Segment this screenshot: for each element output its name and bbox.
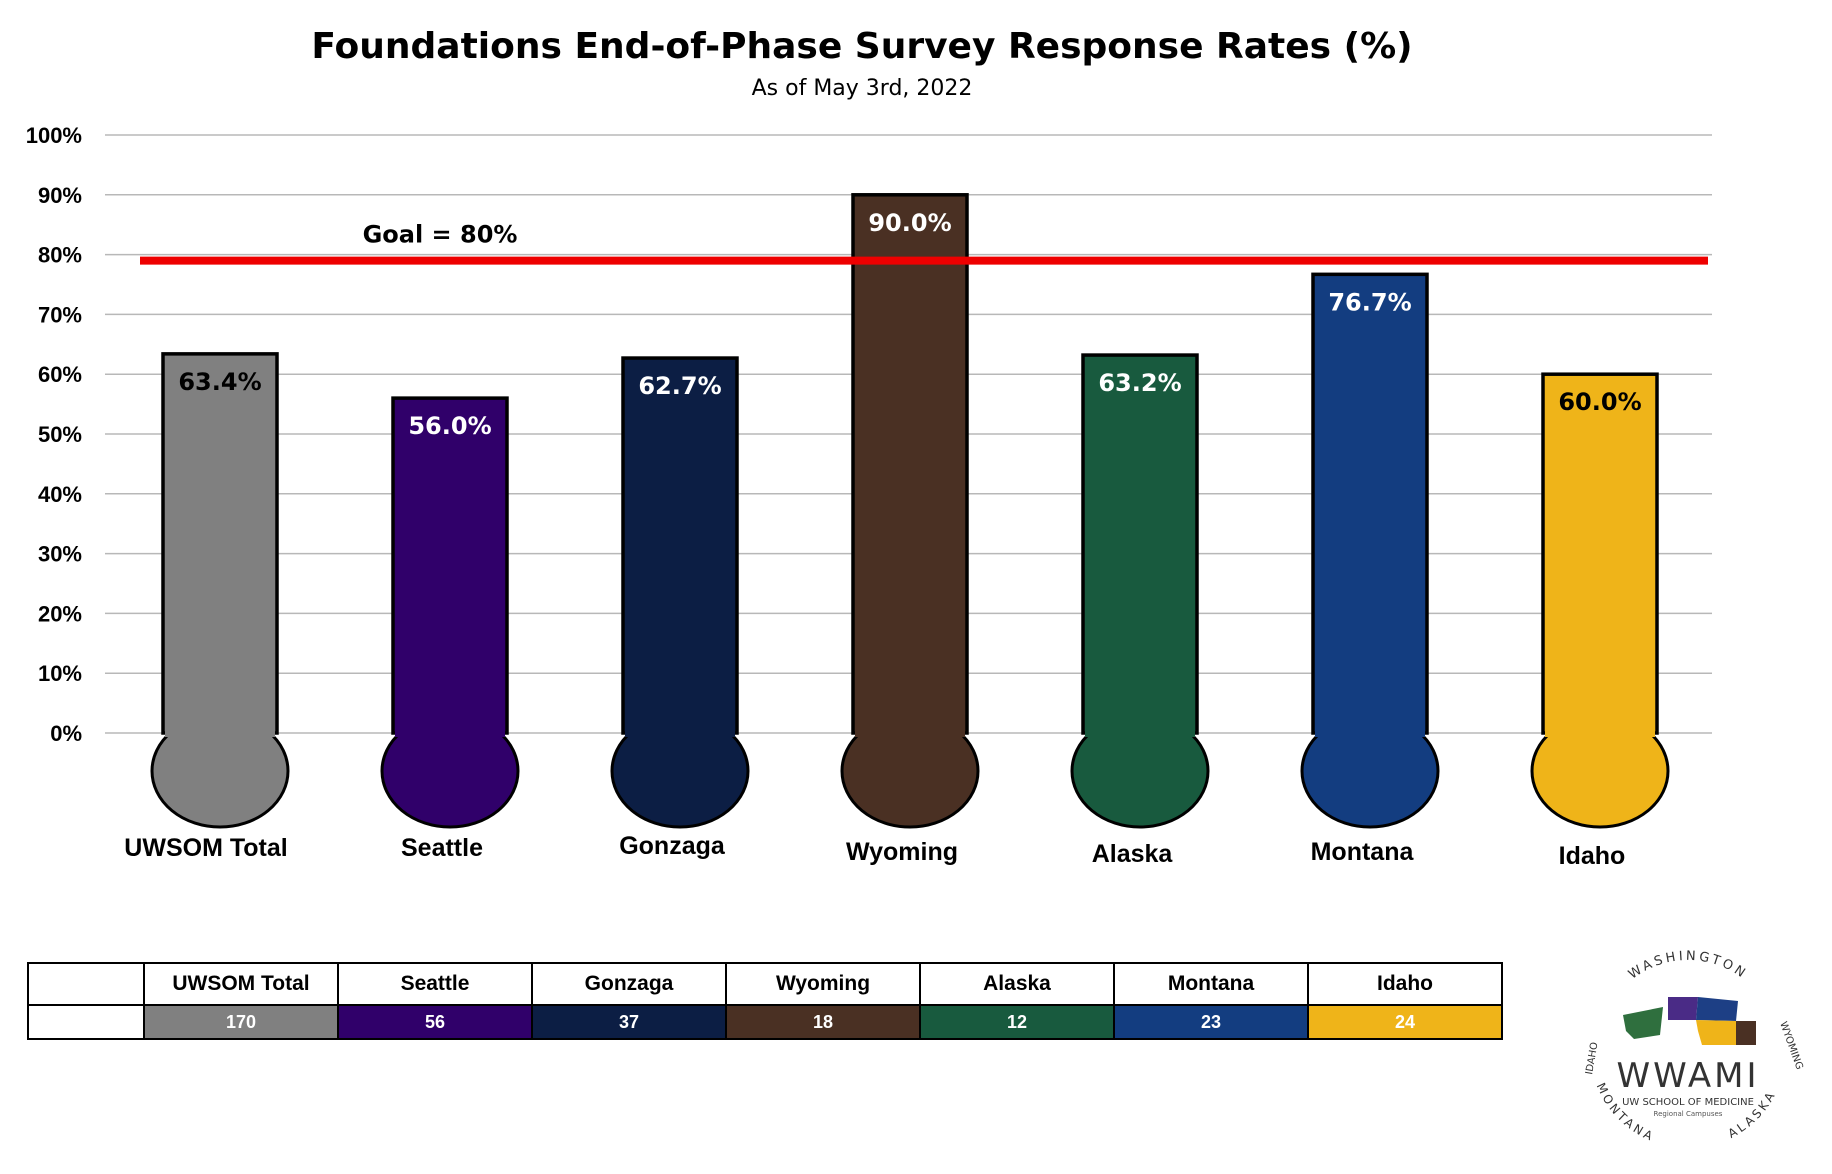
bar-seam (1315, 731, 1425, 737)
x-category-label: Alaska (1092, 840, 1174, 868)
completed-counts-table: UWSOM Total Seattle Gonzaga Wyoming Alaska Mo… (27, 962, 1503, 1040)
table-completed-cell: 24 (1307, 1004, 1503, 1040)
bars: 63.4% UWSOM Total 56.0% Seattle 62.7% Gonzaga… (124, 193, 1670, 870)
bar-group: 63.2% Alaska (1070, 353, 1210, 868)
table-header-cell: Montana (1113, 962, 1309, 1006)
x-category-label: UWSOM Total (124, 834, 287, 862)
logo-map (1623, 997, 1756, 1045)
goal-line-group: Goal = 80% (140, 221, 1708, 265)
bar-group: 60.0% Idaho (1530, 372, 1670, 870)
table-completed-cell: 18 (725, 1004, 921, 1040)
bar (621, 356, 739, 735)
table-corner-cell (27, 962, 145, 1006)
x-category-label: Gonzaga (619, 832, 726, 860)
bar-group: 62.7% Gonzaga (610, 356, 750, 860)
x-category-label: Seattle (401, 834, 483, 862)
table-completed-cell: 37 (531, 1004, 727, 1040)
table-completed-row: Completed 170 56 37 18 12 23 24 (27, 1004, 1503, 1040)
data-label: 62.7% (638, 372, 721, 400)
y-axis: 0% 10% 20% 30% 40% 50% 60% 70% 80% 90% 100% (26, 123, 82, 746)
data-label: 63.4% (178, 368, 261, 396)
table-completed-cell: 56 (337, 1004, 533, 1040)
x-category-label: Idaho (1559, 842, 1626, 870)
y-tick-label: 40% (38, 482, 82, 507)
logo-wwami-text: WWAMI (1617, 1056, 1760, 1096)
x-category-label: Wyoming (846, 838, 958, 866)
table-header-cell: Idaho (1307, 962, 1503, 1006)
table-header-row: UWSOM Total Seattle Gonzaga Wyoming Alaska Mo… (27, 962, 1503, 1006)
y-tick-label: 0% (50, 721, 82, 746)
table-completed-cell: 23 (1113, 1004, 1309, 1040)
bar-seam (855, 731, 965, 737)
table-header-cell: Seattle (337, 962, 533, 1006)
table-header-cell: Gonzaga (531, 962, 727, 1006)
goal-label: Goal = 80% (363, 221, 518, 249)
chart-subtitle: As of May 3rd, 2022 (752, 76, 973, 101)
bar-group: 56.0% Seattle (380, 396, 520, 862)
table-completed-cell: 12 (919, 1004, 1115, 1040)
data-label: 56.0% (408, 412, 491, 440)
y-tick-label: 100% (26, 123, 82, 148)
bar (391, 396, 509, 735)
logo-school-text: UW SCHOOL OF MEDICINE (1622, 1097, 1754, 1108)
y-tick-label: 10% (38, 661, 82, 686)
bar-group: 76.7% Montana (1300, 272, 1440, 866)
table-completed-cell: 170 (143, 1004, 339, 1040)
bar (851, 193, 969, 735)
data-label: 90.0% (868, 209, 951, 237)
bar-group: 90.0% Wyoming (840, 193, 980, 866)
bar (1081, 353, 1199, 735)
y-tick-label: 70% (38, 302, 82, 327)
bar-seam (165, 731, 275, 737)
y-tick-label: 60% (38, 362, 82, 387)
bar (1311, 272, 1429, 735)
logo-campuses-text: Regional Campuses (1654, 1110, 1723, 1118)
wwami-logo: WASHINGTON WYOMING ALASKA MONTANA IDAHO … (1580, 942, 1805, 1158)
y-tick-label: 20% (38, 601, 82, 626)
x-category-label: Montana (1311, 838, 1415, 866)
completed-row-label: Completed (27, 1004, 145, 1040)
data-label: 60.0% (1558, 388, 1641, 416)
bar-seam (625, 731, 735, 737)
bar-seam (1545, 731, 1655, 737)
bar (161, 352, 279, 735)
y-tick-label: 80% (38, 243, 82, 268)
y-tick-label: 90% (38, 183, 82, 208)
data-label: 76.7% (1328, 288, 1411, 316)
table-header-cell: Alaska (919, 962, 1115, 1006)
bar-group: 63.4% UWSOM Total (124, 352, 290, 862)
bar-seam (395, 731, 505, 737)
table-header-cell: UWSOM Total (143, 962, 339, 1006)
chart-title: Foundations End-of-Phase Survey Response… (311, 26, 1412, 67)
data-label: 63.2% (1098, 369, 1181, 397)
table-header-cell: Wyoming (725, 962, 921, 1006)
bar (1541, 372, 1659, 735)
y-tick-label: 50% (38, 422, 82, 447)
bar-seam (1085, 731, 1195, 737)
y-tick-label: 30% (38, 542, 82, 567)
